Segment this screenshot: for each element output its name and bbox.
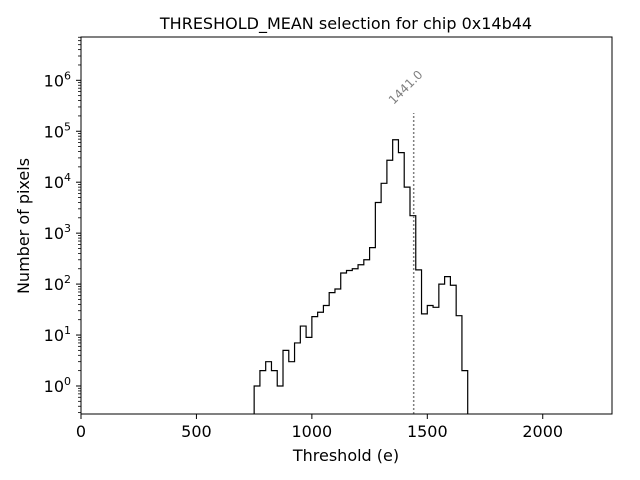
y-tick-exponent: 2 xyxy=(64,273,71,286)
y-tick-base: 10 xyxy=(44,224,64,243)
y-tick-base: 10 xyxy=(44,275,64,294)
y-tick-base: 10 xyxy=(44,326,64,345)
plot-frame xyxy=(80,36,613,415)
x-axis-label: Threshold (e) xyxy=(292,446,399,465)
y-tick-label: 106 xyxy=(44,69,71,90)
y-tick-exponent: 1 xyxy=(64,324,71,337)
data-layer: 1441.0 xyxy=(253,68,469,414)
y-tick-exponent: 4 xyxy=(64,171,71,184)
x-tick-label: 1500 xyxy=(407,422,448,441)
y-tick-exponent: 0 xyxy=(64,375,71,388)
y-tick-base: 10 xyxy=(44,122,64,141)
y-tick-exponent: 5 xyxy=(64,120,71,133)
y-axis-label: Number of pixels xyxy=(14,158,33,294)
x-tick-label: 0 xyxy=(76,422,86,441)
y-tick-label: 100 xyxy=(44,375,71,396)
y-tick-label: 102 xyxy=(44,273,71,294)
y-tick-exponent: 3 xyxy=(64,222,71,235)
histogram-bars-group xyxy=(253,139,469,414)
histogram-step xyxy=(253,139,469,414)
y-tick-base: 10 xyxy=(44,71,64,90)
y-tick-label: 103 xyxy=(44,222,71,243)
y-tick-label: 101 xyxy=(44,324,71,345)
x-tick-label: 500 xyxy=(181,422,212,441)
y-tick-base: 10 xyxy=(44,173,64,192)
threshold-label: 1441.0 xyxy=(386,68,426,108)
y-tick-label: 105 xyxy=(44,120,71,141)
x-tick-label: 1000 xyxy=(292,422,333,441)
y-tick-exponent: 6 xyxy=(64,69,71,82)
x-tick-label: 2000 xyxy=(522,422,563,441)
y-tick-base: 10 xyxy=(44,377,64,396)
y-tick-label: 104 xyxy=(44,171,71,192)
chart-title: THRESHOLD_MEAN selection for chip 0x14b4… xyxy=(159,14,532,34)
